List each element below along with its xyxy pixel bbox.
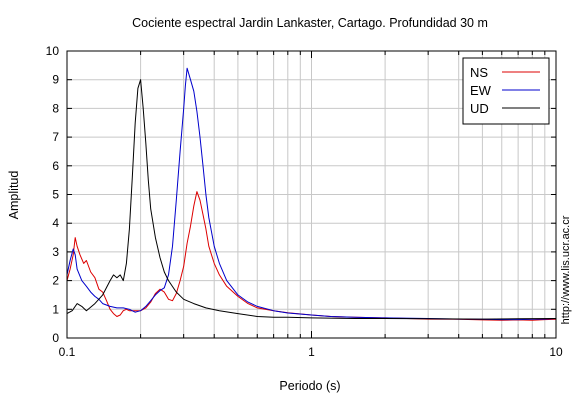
y-tick-label: 3 — [52, 245, 59, 259]
legend-box — [462, 57, 550, 125]
legend-label-ns: NS — [470, 65, 488, 80]
grid — [67, 51, 556, 338]
legend: NS EW UD — [462, 57, 550, 125]
legend-label-ud: UD — [470, 101, 489, 116]
x-tick-label: 1 — [308, 345, 315, 359]
y-axis-label: Amplitud — [7, 171, 21, 220]
y-tick-label: 4 — [52, 216, 59, 230]
legend-label-ew: EW — [470, 83, 492, 98]
y-tick-label: 9 — [52, 73, 59, 87]
x-tick-label: 0.1 — [59, 345, 76, 359]
y-tick-label: 0 — [52, 331, 59, 345]
x-tick-label: 10 — [549, 345, 563, 359]
y-tick-labels: 0 1 2 3 4 5 6 7 8 9 10 — [46, 44, 60, 345]
y-tick-label: 10 — [46, 44, 60, 58]
y-tick-label: 6 — [52, 159, 59, 173]
series-layer — [66, 67, 557, 321]
series-line-ew — [66, 67, 557, 321]
series-line-ud — [66, 79, 557, 320]
x-tick-labels: 0.1 1 10 — [59, 345, 563, 359]
chart-title: Cociente espectral Jardin Lankaster, Car… — [132, 16, 488, 30]
y-tick-label: 5 — [52, 188, 59, 202]
x-axis-label: Periodo (s) — [279, 379, 340, 393]
y-tick-label: 1 — [52, 302, 59, 316]
side-url-text: http://www.lis.ucr.ac.cr — [560, 215, 572, 324]
y-tick-label: 7 — [52, 130, 59, 144]
y-tick-label: 2 — [52, 274, 59, 288]
y-tick-label: 8 — [52, 101, 59, 115]
axis-ticks — [66, 50, 556, 339]
